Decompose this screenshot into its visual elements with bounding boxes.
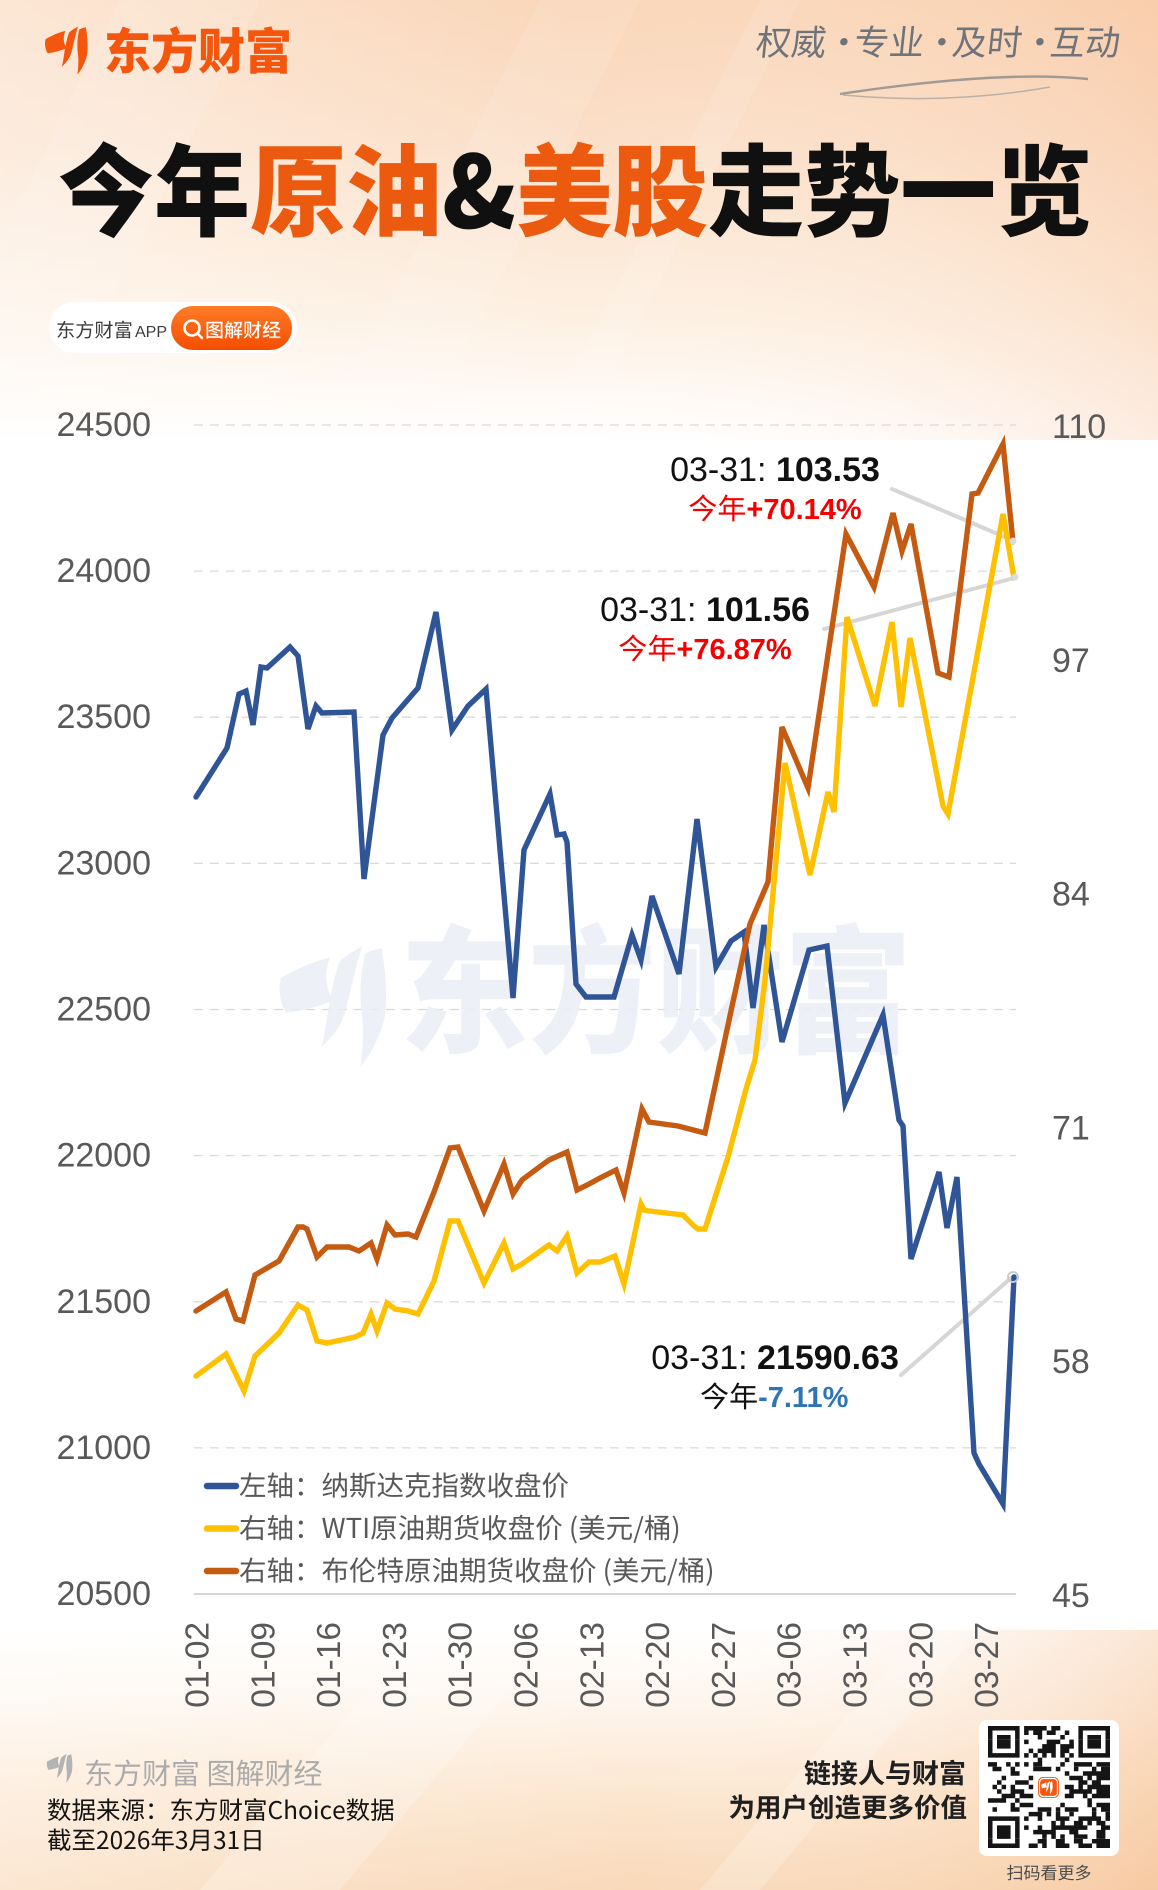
svg-text:97: 97 [1052,642,1090,680]
svg-text:23000: 23000 [56,844,151,882]
svg-text:01-30: 01-30 [443,1622,480,1708]
svg-text:01-23: 01-23 [377,1622,414,1708]
svg-text:APP: APP [135,324,167,341]
svg-text:01-02: 01-02 [180,1622,217,1708]
svg-text:24500: 24500 [56,406,151,444]
svg-text:02-20: 02-20 [640,1622,677,1708]
svg-text:01-09: 01-09 [245,1622,282,1708]
svg-text:21500: 21500 [56,1283,151,1321]
svg-text:84: 84 [1052,876,1090,914]
svg-text:02-27: 02-27 [706,1622,743,1708]
svg-text:71: 71 [1052,1109,1090,1147]
svg-text:02-06: 02-06 [509,1622,546,1708]
svg-text:03-13: 03-13 [838,1622,875,1708]
svg-text:03-31: 101.56: 03-31: 101.56 [600,591,810,629]
svg-text:02-13: 02-13 [574,1622,611,1708]
svg-text:23500: 23500 [56,698,151,736]
svg-text:22500: 22500 [56,991,151,1029]
svg-text:21000: 21000 [56,1429,151,1467]
svg-text:03-20: 03-20 [903,1622,940,1708]
svg-text:20500: 20500 [56,1575,151,1613]
svg-text:03-06: 03-06 [772,1622,809,1708]
svg-text:01-16: 01-16 [311,1622,348,1708]
svg-text:-7.11%: -7.11% [758,1382,848,1414]
svg-text:+70.14%: +70.14% [746,494,862,526]
svg-text:24000: 24000 [56,552,151,590]
svg-text:+76.87%: +76.87% [676,634,792,666]
svg-text:03-31: 103.53: 03-31: 103.53 [670,451,880,489]
svg-text:45: 45 [1052,1577,1090,1615]
svg-text:110: 110 [1052,408,1106,446]
svg-text:03-31: 21590.63: 03-31: 21590.63 [651,1339,899,1377]
svg-text:22000: 22000 [56,1137,151,1175]
svg-text:58: 58 [1052,1343,1090,1381]
svg-text:03-27: 03-27 [969,1622,1006,1708]
